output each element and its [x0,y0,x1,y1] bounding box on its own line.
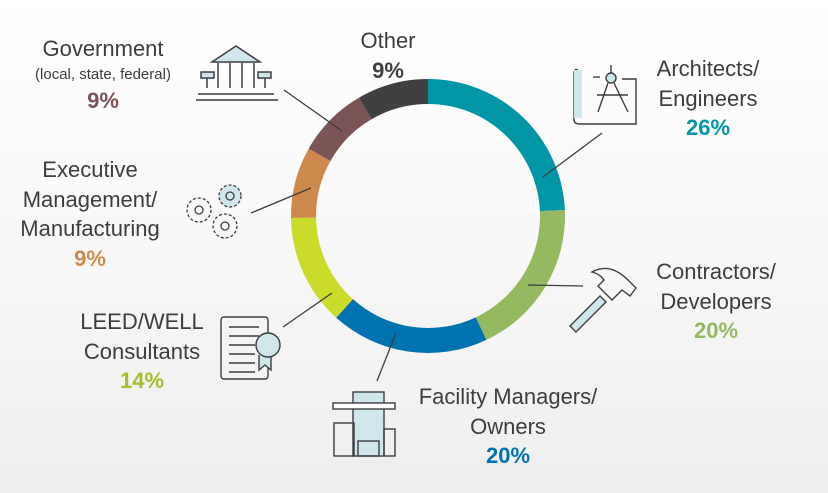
label-contractors-pct: 20% [693,318,739,343]
label-leed-line2: Consultants [83,338,201,364]
label-government-name: Government [42,36,164,61]
label-facility-line1: Facility Managers/ [418,384,598,409]
label-executive-pct: 9% [74,245,106,271]
label-other: Other 9% [360,26,415,85]
label-government: Government (local, state, federal) 9% [35,34,171,115]
label-leed-pct: 14% [119,368,165,393]
label-executive-line1: Executive [42,157,138,182]
label-facility-line2: Owners [470,413,546,439]
gears-icon [186,184,242,239]
label-contractors-line1: Contractors/ [656,259,776,284]
label-government-sub: (local, state, federal) [35,65,171,83]
label-facility: Facility Managers/ Owners 20% [419,382,598,471]
label-executive-line2: Management/ [22,186,158,212]
blueprint-compass-icon [573,65,637,125]
label-leed: LEED/WELL Consultants 14% [80,307,204,396]
label-executive: Executive Management/ Manufacturing 9% [20,155,159,273]
label-facility-pct: 20% [485,443,531,468]
leader-line-government [283,89,343,132]
leader-line-contractors [527,284,584,287]
leader-line-architects [542,132,603,178]
hammer-icon [569,267,637,333]
donut-segment-leed [291,217,353,318]
leader-line-leed [282,292,333,328]
donut-segment-architects [428,79,565,212]
government-building-icon [196,45,278,101]
building-icon [332,391,396,457]
label-architects-line1: Architects/ [656,56,760,81]
donut-segment-executive [291,148,331,219]
donut-segment-other [358,79,428,120]
label-architects: Architects/ Engineers 26% [657,54,760,143]
leader-lines [250,89,603,382]
label-contractors-line2: Developers [660,288,772,314]
leader-line-facility [376,332,397,382]
label-contractors: Contractors/ Developers 20% [656,257,776,346]
label-executive-line3: Manufacturing [20,216,160,241]
leader-line-executive [250,187,312,214]
donut-segment-facility [336,299,487,353]
donut-segment-contractors [475,209,566,340]
certificate-icon [220,316,281,380]
label-leed-line1: LEED/WELL [80,309,204,334]
label-other-pct: 9% [372,57,404,83]
label-architects-line2: Engineers [658,85,758,111]
label-other-name: Other [360,28,416,53]
label-government-pct: 9% [87,87,119,113]
label-architects-pct: 26% [685,115,731,140]
